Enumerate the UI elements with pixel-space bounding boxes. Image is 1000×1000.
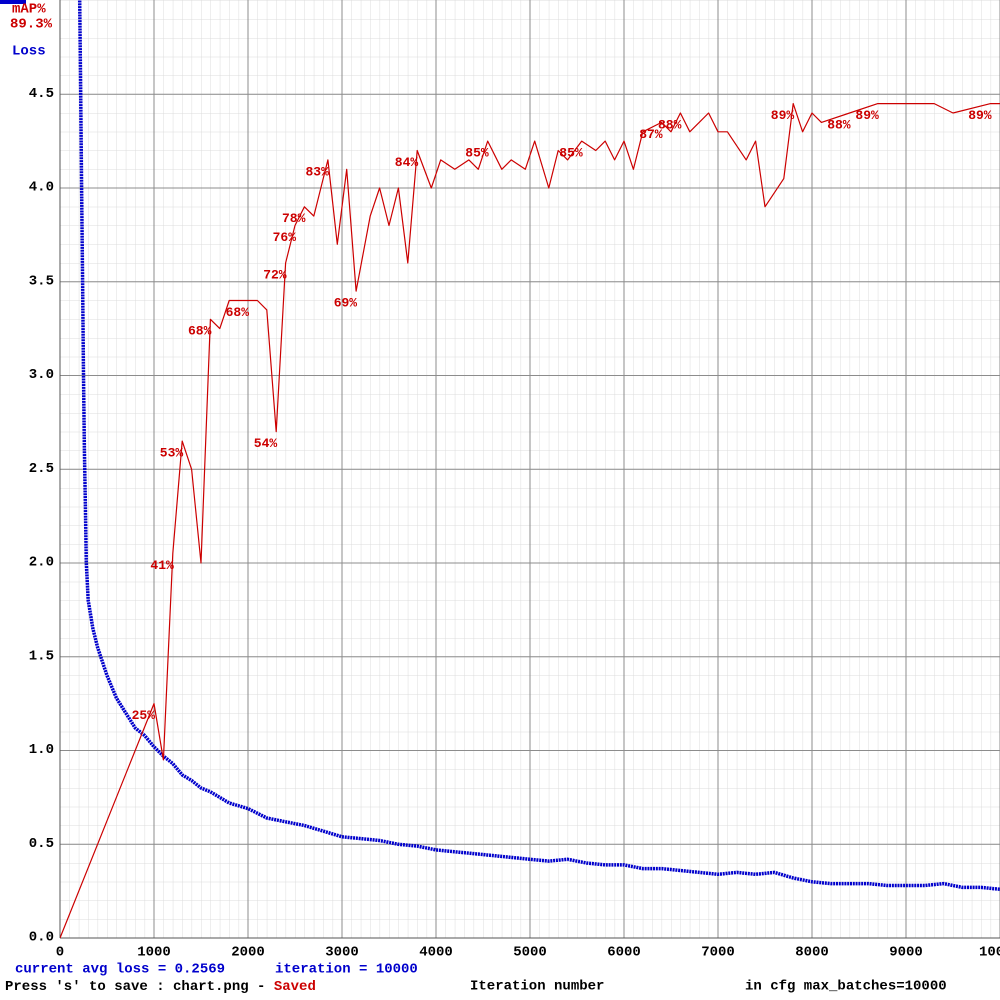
x-tick-label: 9000 bbox=[889, 945, 923, 961]
x-tick-label: 1000 bbox=[137, 945, 171, 961]
save-hint: Press 's' to save : chart.png - bbox=[5, 979, 274, 995]
y-tick-label: 4.0 bbox=[29, 180, 54, 196]
map-line bbox=[60, 103, 1000, 939]
save-state: Saved bbox=[274, 979, 316, 995]
data-label: 89% bbox=[771, 108, 795, 123]
x-tick-label: 6000 bbox=[607, 945, 641, 961]
y-tick-label: 2.0 bbox=[29, 555, 54, 571]
data-label: 84% bbox=[395, 155, 419, 170]
current-map: 89.3% bbox=[10, 17, 53, 33]
x-axis-title: Iteration number bbox=[470, 979, 604, 995]
data-label: 69% bbox=[334, 296, 358, 311]
data-label: 85% bbox=[465, 146, 489, 161]
data-label: 41% bbox=[150, 558, 174, 573]
save-line: Press 's' to save : chart.png - Saved bbox=[5, 979, 316, 995]
data-label: 25% bbox=[132, 708, 156, 723]
y-tick-label: 3.5 bbox=[29, 273, 54, 289]
data-label: 88% bbox=[658, 117, 682, 132]
x-tick-label: 4000 bbox=[419, 945, 453, 961]
legend-map: mAP% bbox=[12, 2, 46, 18]
data-label: 78% bbox=[282, 211, 306, 226]
data-label: 85% bbox=[559, 146, 583, 161]
y-tick-label: 0.0 bbox=[29, 930, 54, 946]
status-iteration: iteration = 10000 bbox=[275, 962, 418, 978]
x-tick-label: 3000 bbox=[325, 945, 359, 961]
data-label: 54% bbox=[254, 436, 278, 451]
y-tick-label: 3.0 bbox=[29, 367, 54, 383]
data-label: 88% bbox=[827, 117, 851, 132]
y-tick-label: 1.5 bbox=[29, 648, 54, 664]
data-label: 68% bbox=[188, 324, 212, 339]
x-tick-label: 10000 bbox=[979, 945, 1000, 961]
data-label: 89% bbox=[968, 108, 992, 123]
data-label: 68% bbox=[226, 305, 250, 320]
status-loss: current avg loss = 0.2569 bbox=[15, 962, 225, 978]
legend-bar bbox=[0, 0, 26, 4]
data-label: 72% bbox=[263, 267, 287, 282]
y-tick-label: 0.5 bbox=[29, 836, 54, 852]
y-tick-label: 1.0 bbox=[29, 742, 54, 758]
labels: 0.0 0.5 1.0 1.5 2.0 2.5 3.0 3.5 4.0 4.5 0 1000 2000 3… bbox=[29, 86, 1000, 961]
data-label: 83% bbox=[305, 164, 329, 179]
x-tick-label: 5000 bbox=[513, 945, 547, 961]
data-label: 53% bbox=[160, 446, 184, 461]
data-label: 76% bbox=[273, 230, 297, 245]
x-tick-label: 7000 bbox=[701, 945, 735, 961]
x-tick-label: 2000 bbox=[231, 945, 265, 961]
loss-line bbox=[77, 0, 1000, 892]
data-label: 87% bbox=[639, 127, 663, 142]
x-tick-label: 8000 bbox=[795, 945, 829, 961]
data-label: 89% bbox=[855, 108, 879, 123]
cfg-note: in cfg max_batches=10000 bbox=[745, 979, 947, 995]
y-tick-label: 2.5 bbox=[29, 461, 54, 477]
plot-area bbox=[60, 0, 1000, 939]
grid bbox=[59, 0, 1000, 939]
x-tick-label: 0 bbox=[56, 945, 64, 961]
y-tick-label: 4.5 bbox=[29, 86, 54, 102]
legend-loss: Loss bbox=[12, 44, 46, 60]
